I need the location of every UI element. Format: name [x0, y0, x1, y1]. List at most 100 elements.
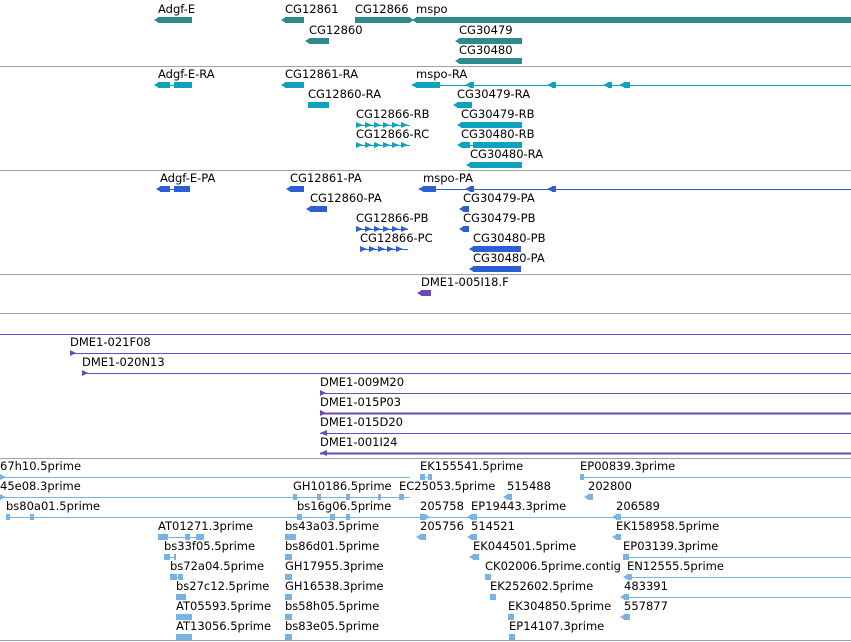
feature-cg12866-pb[interactable]	[356, 226, 408, 232]
feature-at05593-5prime[interactable]	[176, 614, 192, 620]
feature-cg12861[interactable]	[281, 17, 304, 23]
feature-adgf-e-pa[interactable]	[156, 186, 190, 192]
exon-block[interactable]	[317, 494, 321, 500]
exon-block[interactable]	[623, 554, 629, 560]
exon-block[interactable]	[158, 82, 170, 88]
feature-cg30480-rb[interactable]	[457, 142, 522, 148]
feature-ek155541-5prime[interactable]	[420, 474, 432, 480]
exon-block[interactable]	[490, 594, 496, 600]
exon-block[interactable]	[616, 514, 621, 520]
exon-block[interactable]	[399, 494, 404, 500]
feature-cg30480-pb[interactable]	[469, 246, 521, 252]
exon-block[interactable]	[463, 226, 469, 232]
feature-205758[interactable]	[420, 514, 430, 520]
exon-block[interactable]	[470, 186, 474, 192]
feature-at13056-5prime[interactable]	[176, 634, 192, 640]
feature-mspo-pa[interactable]	[418, 186, 851, 192]
exon-block[interactable]	[588, 494, 593, 500]
exon-block[interactable]	[285, 82, 304, 88]
exon-block[interactable]	[30, 514, 34, 520]
exon-block[interactable]	[158, 534, 168, 540]
exon-block[interactable]	[420, 474, 425, 480]
feature-ck02006-5prime-contig[interactable]	[485, 574, 491, 580]
exon-block[interactable]	[176, 614, 192, 620]
feature-ep14107-3prime[interactable]	[509, 634, 515, 640]
exon-block[interactable]	[290, 186, 304, 192]
feature-67h10-5prime[interactable]	[0, 474, 410, 480]
feature-557877[interactable]	[620, 614, 630, 620]
feature-cg30480[interactable]	[455, 58, 522, 64]
feature-ec25053-5prime[interactable]	[399, 494, 404, 500]
exon-block[interactable]	[293, 494, 297, 500]
feature-en12555-5prime[interactable]	[623, 574, 851, 580]
exon-block[interactable]	[470, 82, 474, 88]
feature-mspo[interactable]	[412, 17, 851, 23]
exon-block[interactable]	[285, 594, 292, 600]
exon-block[interactable]	[624, 82, 630, 88]
feature-gh10186-5prime[interactable]	[293, 494, 381, 500]
exon-block[interactable]	[416, 82, 440, 88]
exon-block[interactable]	[616, 534, 621, 540]
feature-cg12866-rb[interactable]	[356, 122, 410, 128]
feature-bs43a03-5prime[interactable]	[285, 534, 296, 540]
exon-block[interactable]	[285, 574, 292, 580]
feature-bar[interactable]	[158, 17, 192, 23]
feature-ek158958-5prime[interactable]	[612, 534, 621, 540]
feature-cg12866-pc[interactable]	[360, 246, 408, 252]
exon-block[interactable]	[473, 246, 521, 252]
feature-bs27c12-5prime[interactable]	[176, 594, 186, 600]
exon-block[interactable]	[624, 594, 629, 600]
feature-bar[interactable]	[421, 290, 431, 296]
feature-cg12861-ra[interactable]	[281, 82, 304, 88]
exon-block[interactable]	[552, 186, 556, 192]
exon-block[interactable]	[473, 554, 479, 560]
feature-bar[interactable]	[309, 38, 329, 44]
feature-ek044501-5prime[interactable]	[469, 554, 479, 560]
feature-cg30479[interactable]	[455, 38, 522, 44]
exon-block[interactable]	[330, 514, 335, 520]
exon-block[interactable]	[174, 186, 190, 192]
feature-cg12860-ra[interactable]	[308, 102, 329, 108]
exon-block[interactable]	[176, 594, 186, 600]
exon-block[interactable]	[423, 186, 436, 192]
feature-cg30479-pa[interactable]	[459, 206, 469, 212]
feature-bar[interactable]	[459, 38, 522, 44]
exon-block[interactable]	[185, 534, 190, 540]
exon-block[interactable]	[580, 474, 584, 480]
feature-cg12866[interactable]	[355, 17, 414, 23]
exon-block[interactable]	[461, 142, 470, 148]
exon-block[interactable]	[297, 514, 302, 520]
exon-block[interactable]	[174, 82, 192, 88]
exon-block[interactable]	[457, 102, 472, 108]
exon-block[interactable]	[470, 162, 522, 168]
exon-block[interactable]	[508, 614, 514, 620]
exon-block[interactable]	[624, 614, 630, 620]
feature-515488[interactable]	[503, 494, 512, 500]
feature-bar[interactable]	[459, 58, 522, 64]
exon-block[interactable]	[285, 534, 296, 540]
feature-dme1-005i18-f[interactable]	[417, 290, 431, 296]
exon-block[interactable]	[509, 634, 515, 640]
feature-ep03139-3prime[interactable]	[623, 554, 851, 560]
exon-block[interactable]	[160, 186, 170, 192]
exon-block[interactable]	[308, 102, 329, 108]
exon-block[interactable]	[346, 514, 350, 520]
exon-block[interactable]	[471, 514, 477, 520]
feature-cg30479-rb[interactable]	[457, 122, 522, 128]
feature-cg12860[interactable]	[305, 38, 329, 44]
feature-bs86d01-5prime[interactable]	[285, 554, 292, 560]
exon-block[interactable]	[176, 634, 192, 640]
feature-at01271-3prime[interactable]	[158, 534, 204, 540]
exon-block[interactable]	[463, 206, 469, 212]
exon-block[interactable]	[507, 494, 512, 500]
feature-bs16g06-5prime[interactable]	[297, 514, 350, 520]
exon-block[interactable]	[164, 554, 170, 560]
feature-bs72a04-5prime[interactable]	[170, 574, 183, 580]
exon-block[interactable]	[552, 82, 556, 88]
exon-block[interactable]	[420, 534, 426, 540]
exon-block[interactable]	[420, 514, 426, 520]
feature-gh16538-3prime[interactable]	[285, 594, 292, 600]
exon-block[interactable]	[428, 474, 432, 480]
exon-block[interactable]	[378, 494, 381, 500]
feature-dme1-021f08[interactable]	[70, 350, 851, 356]
